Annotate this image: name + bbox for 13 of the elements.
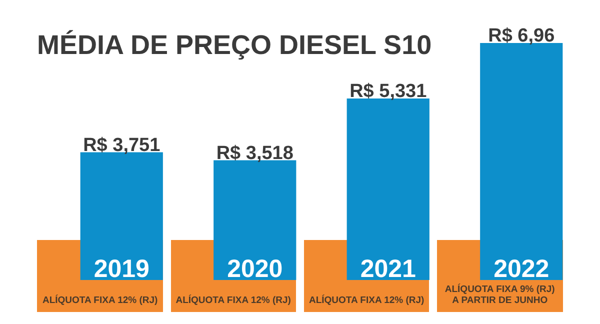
x-tick-label: 2020 [227, 255, 283, 283]
text: ALÍQUOTA FIXA 12% (RJ) [42, 295, 158, 306]
text: ALÍQUOTA FIXA 12% (RJ) [176, 295, 291, 306]
data-label: R$ 3,518 [216, 142, 294, 164]
data-label: R$ 6,96 [488, 26, 555, 47]
x-tick-label: 2022 [494, 255, 550, 283]
x-tick-label: 2019 [94, 255, 150, 283]
data-label: R$ 5,331 [350, 81, 428, 102]
data-label: R$ 3,751 [83, 135, 161, 156]
x-tick-label: 2021 [360, 255, 416, 283]
text: ALÍQUOTA FIXA 12% (RJ) [308, 295, 424, 306]
chart-title: MÉDIA DE PREÇO DIESEL S10 [37, 30, 432, 61]
text: ALÍQUOTA FIXA 9% (RJ) A PARTIR DE JUNHO [444, 284, 555, 306]
